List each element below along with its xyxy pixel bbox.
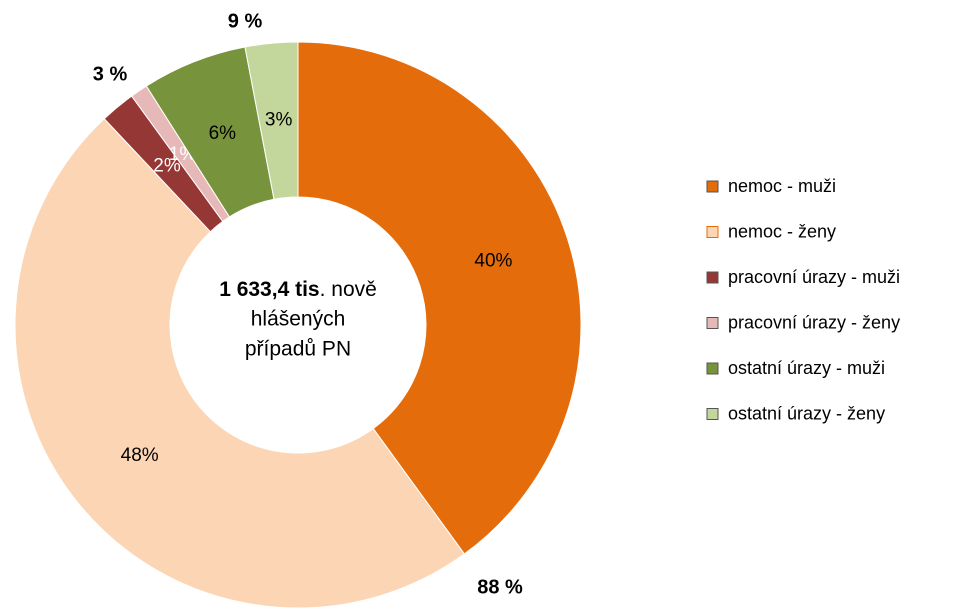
legend-swatch <box>706 180 719 193</box>
data-label: 40% <box>474 251 512 272</box>
data-label: 2% <box>153 156 181 177</box>
legend-label: nemoc - muži <box>728 176 836 196</box>
slice <box>297 41 582 555</box>
data-label: 48% <box>121 445 159 466</box>
data-label: 6% <box>209 123 237 144</box>
legend-label: nemoc - ženy <box>728 221 836 241</box>
slice <box>244 41 299 200</box>
group-total: 3 % <box>93 63 128 85</box>
legend-label: ostatní úrazy - muži <box>728 358 885 378</box>
center-bold: 1 633,4 tis <box>219 278 319 301</box>
legend-label: ostatní úrazy - ženy <box>728 403 885 423</box>
legend-swatch <box>706 226 719 238</box>
legend-label: pracovní úrazy - muži <box>728 267 900 287</box>
slices: 40% nemoc - muži 48% nemoc - ženy 2% pracovní… <box>14 10 900 609</box>
legend-label: pracovní úrazy - ženy <box>728 312 900 332</box>
legend-swatch <box>706 271 719 284</box>
legend-swatch <box>706 408 719 420</box>
group-total: 88 % <box>477 576 523 598</box>
legend-swatch <box>706 317 719 329</box>
group-total: 9 % <box>228 10 263 32</box>
data-label: 3% <box>265 109 293 130</box>
center-line: případů PN <box>245 338 351 361</box>
center-text: 1 633,4 tis. nově <box>219 278 377 301</box>
center-line: hlášených <box>251 308 346 331</box>
center-rest: . nově <box>320 278 377 301</box>
legend-swatch <box>706 362 719 375</box>
slice <box>14 117 466 609</box>
